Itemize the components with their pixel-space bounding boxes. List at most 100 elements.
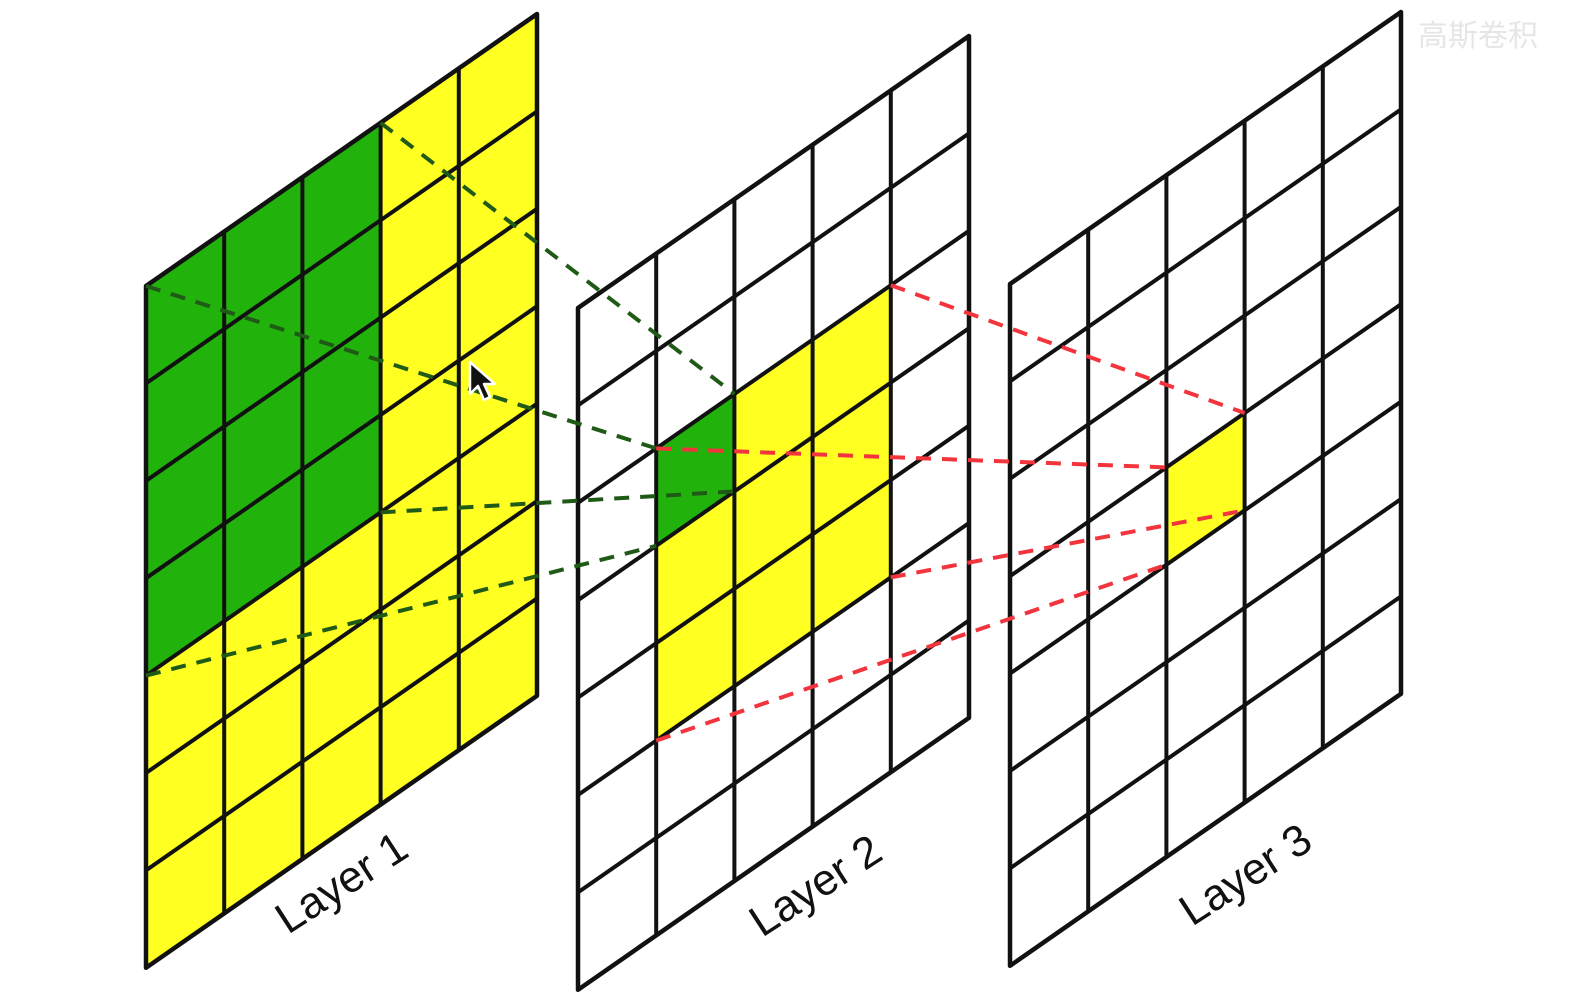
layer-1-row-line — [144, 109, 539, 386]
layer-3-cell — [1244, 456, 1323, 608]
layer-2-cell — [734, 631, 813, 784]
layer-1-cell — [458, 208, 537, 361]
green-dashed-connector — [380, 489, 735, 515]
layer-1-cell — [380, 165, 459, 318]
layer-3-cell — [1010, 814, 1089, 966]
layer-1-row-line — [144, 206, 539, 483]
layer-3-cell — [1088, 272, 1167, 425]
layer-1-cell — [224, 469, 303, 622]
svg-text:高斯卷积: 高斯卷积 — [1418, 19, 1538, 54]
layer-1-cell — [380, 68, 459, 221]
layer-2-cell — [890, 425, 969, 578]
layer-1-cell — [458, 598, 537, 751]
layer-2-border — [575, 33, 972, 993]
layer-2-row-line — [576, 326, 971, 603]
layer-3-cell — [1244, 261, 1323, 413]
layer-3-cell — [1010, 424, 1089, 577]
layer-3-cell — [1010, 327, 1089, 479]
layer-1-cell — [302, 122, 381, 275]
layer-1-grid — [143, 11, 540, 971]
layer-2-cell — [734, 339, 813, 492]
watermark-logo: 高斯卷积 — [1418, 19, 1538, 54]
layer-1-cell — [224, 566, 303, 719]
layer-1-cell — [224, 664, 303, 816]
layer-2-cell — [734, 534, 813, 687]
layer-3-row-line — [1008, 497, 1403, 773]
red-dashed-connector — [656, 446, 1167, 470]
layer-1-cell — [146, 426, 225, 579]
layer-3-cell — [1322, 401, 1401, 554]
layer-3-cell — [1166, 413, 1245, 565]
layer-1-cell — [458, 14, 537, 166]
layer-1-cell — [458, 306, 537, 458]
layers-group — [143, 9, 1404, 993]
green-dashed-connector — [145, 543, 657, 678]
layer-3-cell — [1166, 607, 1245, 760]
layer-1-cell — [380, 360, 459, 513]
layer-3-cell — [1088, 370, 1167, 522]
layer-2-cell — [656, 588, 735, 741]
layer-1-cell — [224, 274, 303, 427]
layer-3-cell — [1244, 163, 1323, 316]
layer-2-cell — [890, 133, 969, 286]
layer-3-cell — [1166, 705, 1245, 857]
layer-3-cell — [1322, 109, 1401, 262]
layer-3-cell — [1010, 619, 1089, 771]
layer-2-cell — [578, 740, 657, 893]
layer-2-cell — [656, 491, 735, 644]
layer-3-cell — [1322, 596, 1401, 749]
layer-1-cell — [146, 231, 225, 384]
layer-2-grid — [575, 33, 972, 993]
green-dashed-connector — [379, 121, 736, 396]
layer-2-cell — [578, 351, 657, 503]
layer-2-cell — [656, 394, 735, 546]
layer-3-cell — [1166, 315, 1245, 468]
layer-1-cell — [146, 718, 225, 871]
layer-1-cell — [302, 317, 381, 470]
layer-1-cell — [146, 329, 225, 481]
layer-3-cell — [1244, 650, 1323, 803]
layer-1-row-line — [144, 596, 539, 873]
layer-3-cell — [1088, 467, 1167, 620]
layer-3-cell — [1088, 662, 1167, 814]
layer-3-cell — [1010, 716, 1089, 869]
green-dashed-connector — [145, 284, 657, 451]
layer-3-cell — [1166, 218, 1245, 370]
layer-2-cell — [890, 523, 969, 675]
layer-1-cell — [458, 403, 537, 556]
layer-1-border — [143, 11, 540, 971]
layer-3-row-line — [1008, 399, 1403, 676]
red-dashed-connector — [890, 283, 1246, 415]
layer-2-cell — [656, 686, 735, 838]
layer-2-cell — [734, 144, 813, 297]
layer-2-row-line — [576, 521, 971, 797]
layer-2-cell — [812, 577, 891, 730]
layer-3-cell — [1010, 521, 1089, 674]
layer-3-row-line — [1008, 204, 1403, 481]
layer-3-cell — [1322, 499, 1401, 651]
layer-3-row-line — [1008, 302, 1403, 579]
layer-1-cell — [302, 609, 381, 762]
layer-2-cell — [578, 253, 657, 406]
layer-2-cell — [812, 674, 891, 827]
layer-2-cell — [578, 448, 657, 601]
layer-2-cell — [734, 437, 813, 589]
layer-3-cell — [1166, 120, 1245, 273]
layer-3-cell — [1088, 175, 1167, 327]
layer-3-cell — [1244, 358, 1323, 511]
layer-1-cell — [380, 652, 459, 805]
red-dashed-connector — [655, 562, 1168, 743]
connectors-group — [145, 121, 1246, 743]
arrow-cursor-icon — [468, 360, 497, 402]
layer-3-row-line — [1008, 594, 1403, 871]
layer-3-cell — [1244, 66, 1323, 219]
layer-3-cell — [1322, 206, 1401, 359]
layer-2-cell — [812, 90, 891, 243]
layer-3-cell — [1166, 510, 1245, 663]
layer-1-cell — [146, 816, 225, 968]
layer-1-cell — [224, 372, 303, 524]
layer-2-cell — [890, 620, 969, 773]
layer-3-cell — [1322, 304, 1401, 456]
layer-2-cell — [734, 242, 813, 394]
